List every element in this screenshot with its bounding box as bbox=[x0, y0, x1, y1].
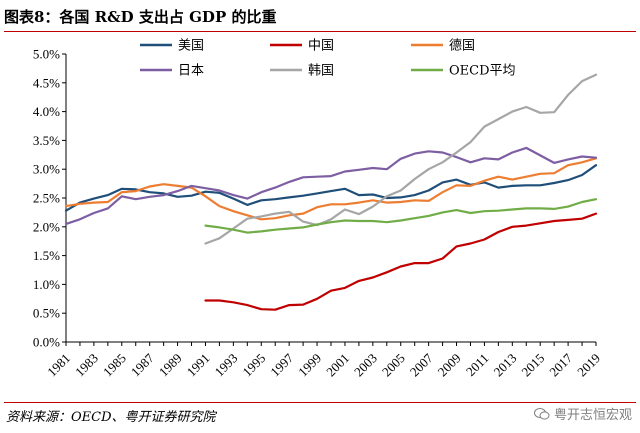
series-line bbox=[64, 146, 598, 225]
y-tick-label: 3.5% bbox=[33, 133, 60, 148]
x-tick-label: 1989 bbox=[156, 350, 185, 379]
y-tick-label: 0.0% bbox=[33, 335, 60, 350]
x-tick-label: 2003 bbox=[351, 350, 380, 379]
x-tick-label: 2019 bbox=[574, 350, 603, 379]
x-tick-label: 2005 bbox=[379, 350, 408, 379]
legend-label: 德国 bbox=[449, 39, 475, 54]
y-tick-label: 5.0% bbox=[33, 47, 60, 62]
y-tick-label: 1.0% bbox=[33, 277, 60, 292]
wechat-icon bbox=[533, 407, 550, 420]
series-line bbox=[204, 73, 598, 245]
legend-label: 美国 bbox=[178, 39, 204, 54]
series-lines bbox=[64, 73, 598, 311]
x-tick-label: 2009 bbox=[435, 350, 464, 379]
x-tick-label: 1991 bbox=[184, 350, 213, 379]
x-tick-label: 2007 bbox=[407, 350, 436, 379]
y-tick-label: 2.0% bbox=[33, 219, 60, 234]
x-tick-label: 1993 bbox=[212, 350, 241, 379]
x-tick-label: 1997 bbox=[267, 350, 296, 379]
watermark-text: 粤开志恒宏观 bbox=[553, 408, 632, 423]
series-line bbox=[204, 212, 598, 311]
chart-axes bbox=[62, 53, 597, 346]
x-tick-label: 2015 bbox=[518, 350, 547, 379]
x-tick-label: 1995 bbox=[239, 350, 268, 379]
x-tick-label: 1999 bbox=[295, 350, 324, 379]
x-axis-tick-labels: 1981198319851987198919911993199519971999… bbox=[44, 350, 603, 379]
legend-label: 中国 bbox=[308, 39, 334, 54]
x-tick-label: 1987 bbox=[128, 350, 157, 379]
y-tick-label: 4.5% bbox=[33, 75, 60, 90]
legend-label: 日本 bbox=[178, 64, 204, 79]
x-tick-label: 2013 bbox=[490, 350, 519, 379]
y-axis-tick-labels: 0.0% 0.5% 1.0% 1.5% 2.0% 2.5% 3.0% 3.5% 4.0% 4.5%… bbox=[33, 47, 60, 350]
watermark: 粤开志恒宏观 bbox=[533, 404, 632, 423]
x-tick-label: 2001 bbox=[323, 350, 352, 379]
x-tick-label: 2011 bbox=[463, 350, 492, 379]
y-tick-label: 3.0% bbox=[33, 162, 60, 177]
title-divider bbox=[4, 31, 636, 32]
legend-label: 韩国 bbox=[308, 64, 334, 79]
y-tick-label: 4.0% bbox=[33, 104, 60, 119]
series-line bbox=[64, 157, 598, 221]
series-line bbox=[64, 164, 598, 212]
x-tick-label: 1981 bbox=[44, 350, 73, 379]
footer-divider bbox=[4, 402, 636, 403]
series-line bbox=[204, 198, 598, 234]
chart-title: 图表8：各国 R&D 支出占 GDP 的比重 bbox=[4, 8, 277, 26]
line-chart: 0.0% 0.5% 1.0% 1.5% 2.0% 2.5% 3.0% 3.5% 4.0% 4.5%… bbox=[33, 39, 603, 380]
y-tick-label: 0.5% bbox=[33, 306, 60, 321]
x-tick-label: 1983 bbox=[72, 350, 101, 379]
legend-label: OECD平均 bbox=[449, 64, 516, 79]
y-tick-label: 1.5% bbox=[33, 248, 60, 263]
y-tick-label: 2.5% bbox=[33, 191, 60, 206]
source-note: 资料来源：OECD、粤开证券研究院 bbox=[6, 410, 216, 425]
x-tick-label: 2017 bbox=[546, 350, 575, 379]
x-tick-label: 1985 bbox=[100, 350, 129, 379]
